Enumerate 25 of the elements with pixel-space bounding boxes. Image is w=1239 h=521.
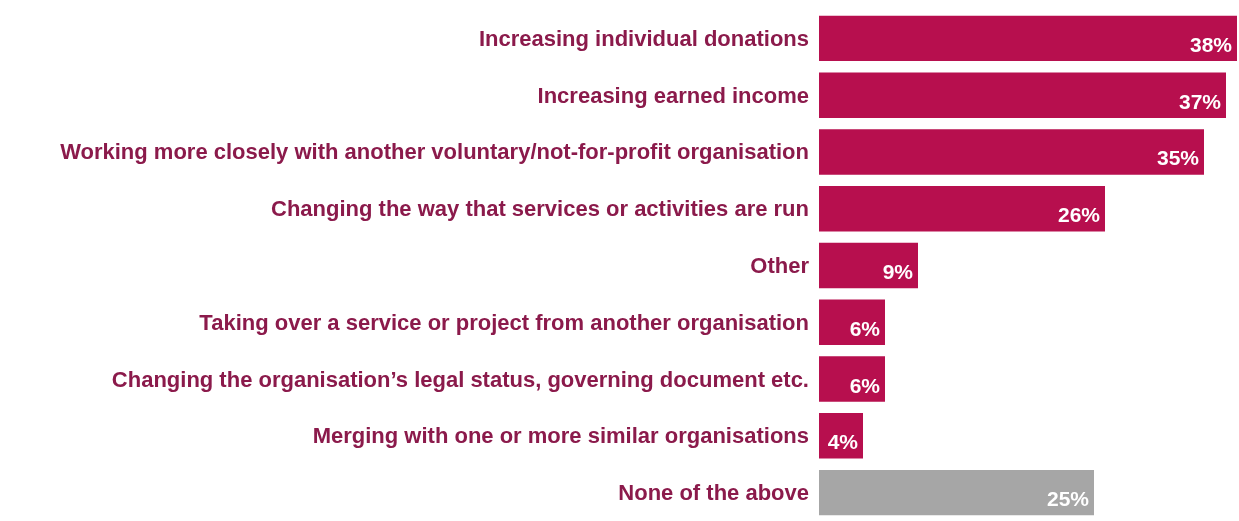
- data-label: 6%: [849, 373, 881, 397]
- data-label: 6%: [849, 316, 881, 340]
- data-label: 26%: [1057, 203, 1101, 227]
- y-tick-label: Changing the organisation’s legal status, governing document etc.: [111, 366, 809, 392]
- data-label: 35%: [1156, 146, 1200, 170]
- y-tick-label: Other: [750, 253, 810, 278]
- y-tick-label: Increasing earned income: [537, 82, 809, 108]
- data-label: 37%: [1178, 89, 1222, 113]
- data-label: 4%: [827, 430, 859, 454]
- bar: [819, 129, 1204, 175]
- y-tick-label: None of the above: [618, 480, 809, 506]
- y-tick-label: Increasing individual donations: [478, 25, 809, 51]
- bar: [819, 72, 1226, 118]
- bar: [819, 469, 1094, 516]
- bar: [819, 356, 885, 402]
- y-tick-label: Working more closely with another voluntary/not-for-profit organisation: [60, 139, 809, 165]
- y-tick-label: Merging with one or more similar organisations: [312, 423, 809, 449]
- bar: [819, 15, 1237, 62]
- y-tick-label: Changing the way that services or activities are run: [271, 196, 809, 222]
- data-label: 25%: [1046, 487, 1090, 511]
- data-label: 9%: [882, 260, 914, 283]
- bar: [819, 242, 918, 289]
- y-tick-label: Taking over a service or project from another organisation: [199, 309, 809, 335]
- data-label: 38%: [1189, 32, 1233, 56]
- bar: [819, 186, 1105, 232]
